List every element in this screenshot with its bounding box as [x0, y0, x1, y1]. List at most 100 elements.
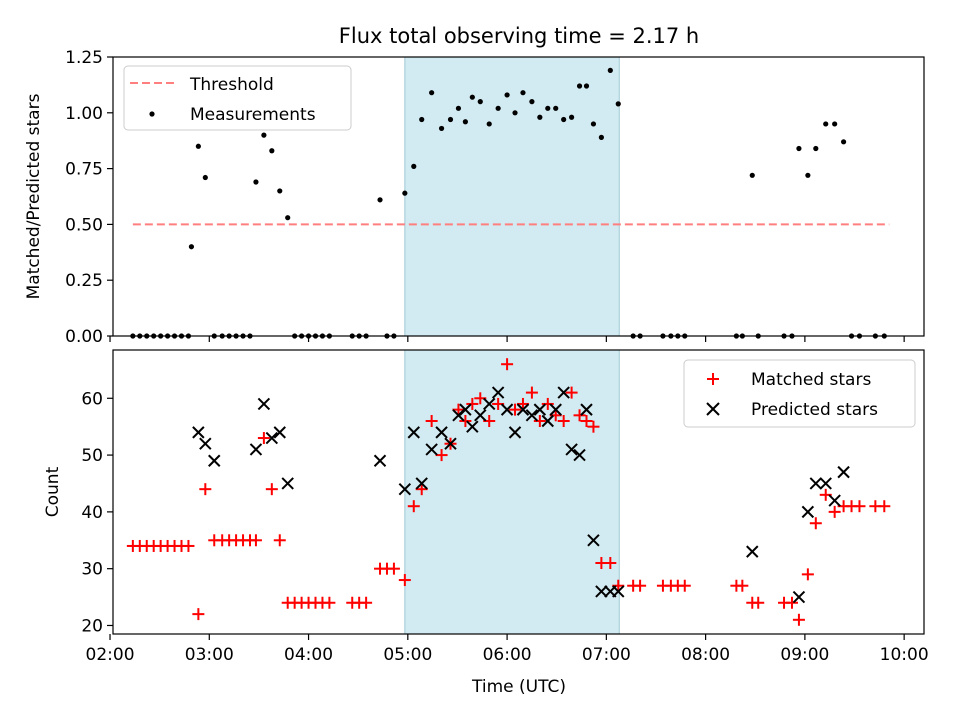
- measurement-point: [569, 114, 575, 120]
- y-tick-label: 1.25: [65, 48, 103, 68]
- measurement-point: [504, 92, 510, 98]
- matched-star-point: [792, 613, 805, 626]
- count-legend: Matched stars Predicted stars: [683, 359, 916, 428]
- matched-star-point: [678, 579, 691, 592]
- legend-predicted-label: Predicted stars: [751, 400, 878, 420]
- measurement-point: [512, 110, 518, 116]
- measurement-point: [411, 163, 417, 169]
- measurement-point: [261, 132, 267, 138]
- matched-star-point: [549, 409, 562, 422]
- matched-star-point: [752, 596, 765, 609]
- legend-measurements-label: Measurements: [190, 105, 316, 125]
- matched-star-point: [273, 534, 286, 547]
- ratio-panel: 0.00 0.25 0.50 0.75 1.00 1.25 Matched/Predict…: [24, 48, 925, 347]
- matched-star-point: [525, 386, 538, 399]
- predicted-star-point: [192, 426, 205, 439]
- measurement-point: [447, 116, 454, 123]
- matched-star-point: [415, 483, 428, 496]
- ratio-x-ticks: [109, 336, 905, 342]
- measurement-point: [486, 121, 492, 127]
- predicted-star-point: [249, 443, 263, 456]
- matched-star-point: [249, 534, 262, 547]
- predicted-star-point: [491, 386, 505, 399]
- predicted-star-point: [516, 403, 530, 416]
- measurement-point: [813, 145, 819, 152]
- count-axes-frame: [112, 349, 925, 635]
- predicted-star-point: [819, 477, 832, 490]
- count-marks: [126, 358, 891, 626]
- matched-star-point: [853, 500, 866, 513]
- predicted-star-point: [425, 443, 438, 456]
- ratio-legend: Threshold Measurements: [123, 65, 352, 131]
- predicted-star-point: [580, 403, 593, 416]
- predicted-star-point: [595, 585, 608, 598]
- x-tick-label: 08:00: [681, 645, 730, 665]
- count-x-axis-label: Time (UTC): [471, 677, 566, 697]
- y-tick-label: 0.75: [65, 160, 103, 180]
- predicted-star-point: [474, 409, 487, 422]
- measurement-point: [253, 179, 259, 185]
- matched-star-point: [516, 397, 529, 410]
- matched-star-point: [580, 415, 593, 427]
- matched-star-point: [785, 596, 798, 609]
- predicted-star-point: [533, 403, 547, 416]
- predicted-star-point: [500, 403, 514, 416]
- matched-star-point: [533, 415, 546, 427]
- measurement-point: [202, 174, 208, 181]
- predicted-star-point: [837, 465, 850, 479]
- matched-star-point: [398, 574, 411, 587]
- observing-window-highlight-top: [404, 56, 620, 337]
- y-tick-label: 60: [81, 389, 103, 409]
- predicted-star-point: [525, 409, 539, 422]
- legend-threshold-label: Threshold: [189, 75, 274, 95]
- measurement-point: [823, 121, 829, 127]
- matched-star-point: [192, 608, 205, 621]
- measurement-point: [477, 99, 483, 105]
- x-tick-label: 09:00: [780, 645, 829, 665]
- predicted-star-point: [208, 454, 221, 467]
- ratio-y-axis-label: Matched/Predicted stars: [24, 93, 44, 299]
- measurement-point: [576, 83, 583, 89]
- count-panel: 20 30 40 50 60 02:00 03:00 04:00 05:00 06:00 07:0…: [43, 349, 929, 697]
- matched-star-point: [604, 557, 617, 569]
- predicted-star-point: [444, 437, 457, 450]
- measurement-point: [455, 105, 462, 111]
- matched-star-point: [199, 483, 212, 496]
- predicted-star-point: [483, 397, 496, 411]
- matched-star-point: [736, 579, 749, 592]
- measurement-point: [553, 105, 559, 111]
- chart-title: Flux total observing time = 2.17 h: [339, 24, 699, 48]
- measurement-point: [590, 121, 597, 127]
- measurement-point: [545, 105, 551, 111]
- predicted-star-point: [435, 426, 448, 439]
- matched-star-point: [541, 397, 554, 410]
- matched-star-point: [435, 449, 448, 462]
- measurement-point: [520, 90, 526, 96]
- measurement-point: [529, 99, 535, 105]
- x-tick-label: 03:00: [185, 645, 234, 665]
- predicted-star-point: [199, 437, 212, 450]
- count-y-axis-label: Count: [43, 466, 63, 517]
- measurement-point: [277, 188, 283, 194]
- measurement-point: [469, 94, 475, 100]
- x-tick-label: 10:00: [880, 645, 929, 665]
- measurement-point: [607, 67, 613, 73]
- predicted-star-point: [549, 403, 562, 416]
- matched-star-point: [387, 562, 400, 575]
- predicted-star-point: [459, 403, 472, 416]
- predicted-star-point: [541, 414, 554, 428]
- y-tick-label: 30: [81, 560, 103, 580]
- measurement-point: [377, 197, 383, 203]
- measurement-point: [615, 101, 621, 107]
- predicted-star-point: [466, 420, 479, 433]
- matched-star-point: [407, 500, 420, 513]
- matched-star-point: [828, 505, 841, 518]
- measurement-point: [561, 116, 567, 123]
- measurement-point: [462, 119, 468, 125]
- measurement-point: [537, 114, 543, 120]
- matched-star-point: [509, 403, 522, 416]
- predicted-star-point: [557, 386, 570, 399]
- measurement-point: [188, 244, 195, 250]
- predicted-star-point: [565, 443, 578, 456]
- matched-star-point: [573, 409, 586, 422]
